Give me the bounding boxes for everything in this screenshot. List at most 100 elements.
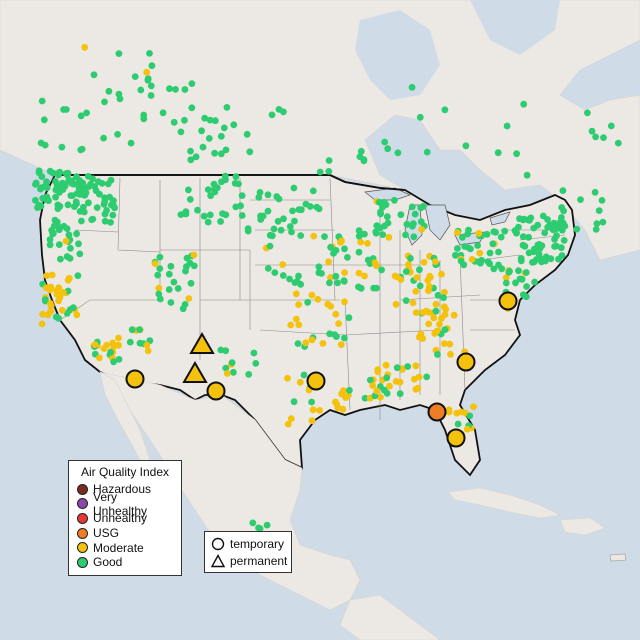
good-monitor-point bbox=[91, 183, 99, 190]
moderate-monitor-point bbox=[361, 272, 368, 280]
good-monitor-point bbox=[355, 232, 363, 240]
good-monitor-point bbox=[64, 201, 72, 209]
good-monitor-point bbox=[546, 221, 554, 229]
good-monitor-point bbox=[105, 87, 113, 95]
good-monitor-point bbox=[361, 230, 368, 238]
good-monitor-point bbox=[156, 253, 164, 261]
good-monitor-point bbox=[114, 131, 121, 138]
good-monitor-point bbox=[377, 210, 384, 218]
monitor-type-legend: temporary permanent bbox=[204, 531, 292, 573]
good-monitor-point bbox=[441, 106, 449, 114]
moderate-monitor-point bbox=[425, 320, 433, 328]
moderate-permanent-monitor bbox=[189, 332, 215, 354]
good-monitor-point bbox=[266, 242, 274, 250]
good-monitor-point bbox=[474, 242, 481, 249]
legend-item-unhealthy: Unhealthy bbox=[77, 511, 173, 526]
good-monitor-point bbox=[41, 141, 49, 149]
good-monitor-point bbox=[291, 279, 299, 286]
good-monitor-point bbox=[75, 240, 82, 248]
moderate-monitor-point bbox=[424, 277, 432, 284]
moderate-monitor-point bbox=[332, 398, 339, 406]
good-monitor-point bbox=[63, 253, 71, 260]
good-monitor-point bbox=[410, 220, 417, 228]
good-monitor-point bbox=[76, 208, 84, 215]
good-monitor-point bbox=[217, 150, 225, 158]
moderate-monitor-point bbox=[109, 339, 117, 347]
good-monitor-point bbox=[495, 248, 502, 256]
good-monitor-point bbox=[290, 398, 298, 406]
good-swatch-icon bbox=[77, 556, 88, 568]
good-monitor-point bbox=[148, 62, 156, 70]
good-monitor-point bbox=[107, 219, 114, 226]
good-monitor-point bbox=[246, 148, 254, 156]
good-monitor-point bbox=[402, 231, 409, 239]
good-monitor-point bbox=[63, 225, 71, 233]
moderate-monitor-point bbox=[373, 387, 381, 395]
moderate-monitor-point bbox=[450, 311, 458, 319]
good-monitor-point bbox=[39, 194, 47, 202]
moderate-monitor-point bbox=[296, 378, 304, 386]
moderate-monitor-point bbox=[48, 271, 56, 279]
moderate-monitor-point bbox=[295, 321, 303, 329]
good-monitor-point bbox=[288, 228, 295, 236]
good-monitor-point bbox=[84, 173, 92, 180]
good-monitor-point bbox=[346, 386, 353, 394]
good-monitor-point bbox=[478, 257, 485, 265]
good-monitor-point bbox=[523, 283, 530, 290]
good-monitor-point bbox=[177, 128, 185, 136]
moderate-monitor-point bbox=[431, 258, 439, 265]
moderate-monitor-point bbox=[91, 341, 99, 348]
good-monitor-point bbox=[137, 86, 145, 94]
good-monitor-point bbox=[232, 173, 240, 181]
good-monitor-point bbox=[454, 420, 462, 428]
good-monitor-point bbox=[73, 230, 80, 238]
moderate-monitor-point bbox=[325, 258, 332, 266]
great-lakes bbox=[364, 187, 511, 246]
good-monitor-point bbox=[52, 313, 60, 321]
good-monitor-point bbox=[441, 326, 449, 334]
good-monitor-point bbox=[465, 226, 472, 234]
moderate-monitor-point bbox=[430, 314, 438, 322]
good-monitor-point bbox=[355, 283, 362, 291]
good-monitor-point bbox=[243, 130, 251, 138]
good-monitor-point bbox=[294, 340, 302, 347]
good-monitor-point bbox=[483, 230, 491, 238]
good-monitor-point bbox=[181, 86, 189, 93]
good-monitor-point bbox=[110, 202, 117, 209]
legend-item-hazardous: Hazardous bbox=[77, 482, 173, 497]
good-monitor-point bbox=[217, 346, 225, 354]
good-monitor-point bbox=[170, 278, 178, 286]
good-monitor-point bbox=[230, 368, 237, 376]
good-monitor-point bbox=[41, 296, 49, 304]
good-monitor-point bbox=[186, 196, 194, 203]
good-monitor-point bbox=[614, 139, 622, 147]
good-monitor-point bbox=[257, 216, 265, 223]
moderate-monitor-point bbox=[100, 345, 108, 352]
moderate-monitor-point bbox=[342, 394, 350, 401]
good-monitor-point bbox=[408, 83, 416, 91]
good-monitor-point bbox=[177, 211, 185, 219]
good-monitor-point bbox=[107, 176, 115, 184]
moderate-monitor-point bbox=[412, 288, 420, 295]
good-monitor-point bbox=[370, 284, 378, 292]
good-monitor-point bbox=[63, 309, 71, 317]
moderate-monitor-point bbox=[412, 309, 420, 316]
good-monitor-point bbox=[200, 212, 208, 220]
good-monitor-point bbox=[182, 210, 190, 218]
moderate-monitor-point bbox=[382, 361, 390, 369]
moderate-monitor-point bbox=[335, 320, 342, 327]
moderate-monitor-point bbox=[440, 303, 448, 311]
moderate-monitor-point bbox=[446, 340, 454, 348]
moderate-monitor-point bbox=[411, 375, 418, 383]
good-monitor-point bbox=[289, 207, 296, 215]
good-monitor-point bbox=[416, 266, 423, 274]
good-monitor-point bbox=[391, 196, 398, 204]
good-monitor-point bbox=[166, 85, 173, 93]
moderate-monitor-point bbox=[115, 334, 122, 342]
good-monitor-point bbox=[223, 104, 231, 111]
moderate-monitor-point bbox=[62, 237, 70, 245]
good-monitor-point bbox=[217, 132, 225, 140]
moderate-monitor-point bbox=[324, 300, 332, 308]
good-monitor-point bbox=[397, 211, 405, 219]
moderate-monitor-point bbox=[287, 415, 295, 422]
